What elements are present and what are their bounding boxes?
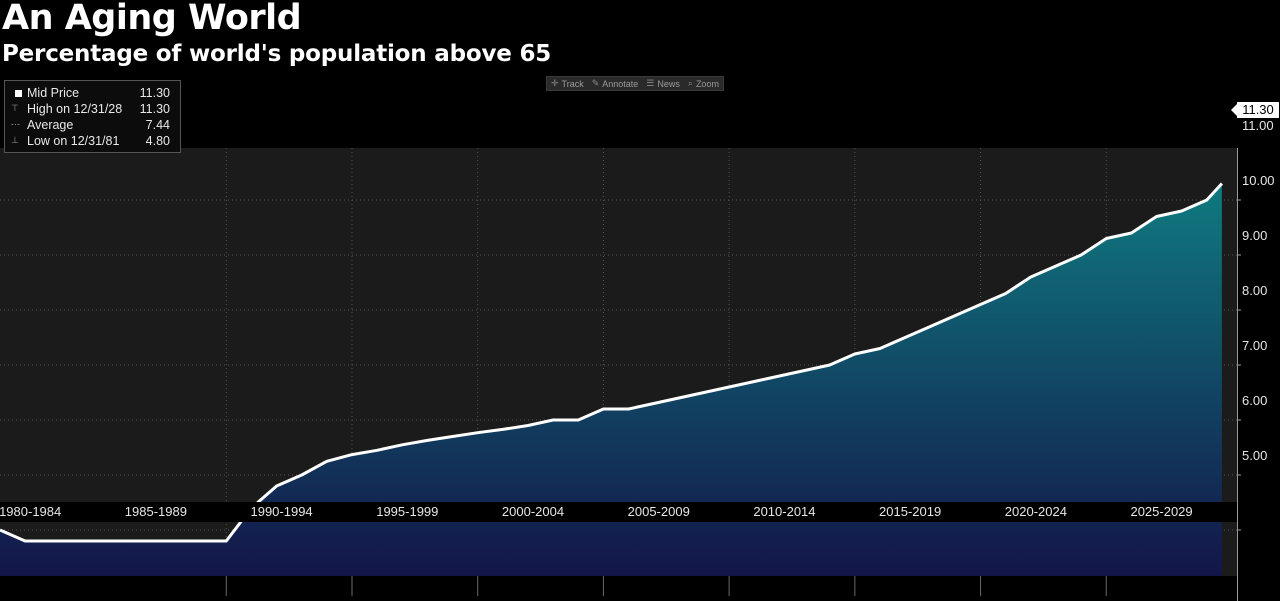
toolbar-track-label: Track — [561, 78, 584, 89]
y-tick-label: 6.00 — [1242, 393, 1268, 408]
x-tick-label: 2010-2014 — [753, 504, 816, 519]
x-tick-label: 2020-2024 — [1004, 504, 1067, 519]
y-tick-label: 8.00 — [1242, 283, 1268, 298]
y-tick-label: 5.00 — [1242, 448, 1268, 463]
toolbar-news-button[interactable]: ☰ News — [646, 78, 680, 89]
plot-panel[interactable] — [0, 74, 1280, 601]
legend-row-low: ⊥ Low on 12/31/81 4.80 — [11, 134, 176, 150]
legend-row-high: ⊤ High on 12/31/28 11.30 — [11, 102, 176, 118]
toolbar-annotate-label: Annotate — [602, 78, 639, 89]
series-area — [0, 183, 1222, 576]
x-axis-band — [0, 502, 1237, 522]
x-tick-label: 2015-2019 — [879, 504, 942, 519]
legend-value: 4.80 — [145, 134, 170, 148]
toolbar-news-label: News — [657, 78, 680, 89]
legend-box: Mid Price 11.30 ⊤ High on 12/31/28 11.30… — [4, 80, 181, 153]
x-tick-label: 2000-2004 — [501, 504, 565, 519]
last-value-label: 11.30 — [1231, 102, 1279, 118]
news-icon: ☰ — [646, 78, 655, 88]
crosshair-icon: ✛ — [551, 78, 559, 88]
legend-row-mid-price: Mid Price 11.30 — [11, 86, 176, 102]
chart-title: An Aging World — [2, 0, 302, 38]
high-marker-icon: ⊤ — [11, 103, 19, 113]
toolbar-track-button[interactable]: ✛ Track — [551, 78, 584, 89]
y-tick-label: 7.00 — [1242, 338, 1268, 353]
legend-value: 11.30 — [139, 86, 170, 100]
chart-subtitle: Percentage of world's population above 6… — [2, 41, 552, 67]
average-marker-icon: -·- — [11, 119, 20, 129]
toolbar-annotate-button[interactable]: ✎ Annotate — [592, 78, 639, 89]
toolbar-zoom-label: Zoom — [695, 78, 719, 89]
y-tick-label: 11.00 — [1242, 118, 1274, 133]
low-marker-icon: ⊥ — [11, 135, 19, 145]
x-tick-label: 1985-1989 — [124, 504, 187, 519]
legend-name: Low on 12/31/81 — [27, 134, 120, 148]
legend-name: High on 12/31/28 — [27, 102, 123, 116]
x-tick-label: 2005-2009 — [627, 504, 690, 519]
x-tick-label: 2025-2029 — [1130, 504, 1193, 519]
x-tick-label: 1980-1984 — [0, 504, 62, 519]
toolbar-zoom-button[interactable]: ⌕ Zoom — [688, 78, 719, 89]
x-tick-label: 1995-1999 — [376, 504, 439, 519]
legend-value: 11.30 — [139, 102, 170, 116]
legend-name: Mid Price — [27, 86, 80, 100]
white-square-icon — [15, 90, 22, 97]
legend-value: 7.44 — [145, 118, 170, 132]
y-tick-label: 9.00 — [1242, 228, 1268, 243]
x-tick-label: 1990-1994 — [250, 504, 313, 519]
pencil-icon: ✎ — [591, 78, 600, 88]
legend-row-average: -·- Average 7.44 — [11, 118, 176, 134]
magnifier-icon: ⌕ — [687, 78, 693, 88]
y-tick-label: 10.00 — [1242, 173, 1275, 188]
chart-toolbar: ✛ Track ✎ Annotate ☰ News ⌕ Zoom — [546, 76, 724, 91]
legend-name: Average — [27, 118, 74, 132]
